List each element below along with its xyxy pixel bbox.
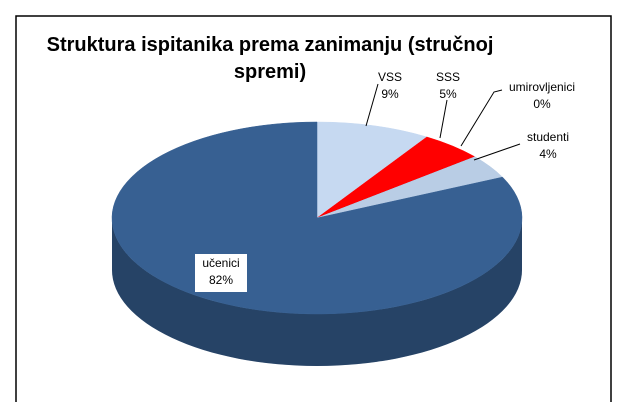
category-label: VSS [378,70,402,84]
slice-side-shade [112,218,522,366]
value-label: 5% [439,87,457,101]
leader-line [439,99,448,139]
category-label: umirovljenici [509,80,575,94]
slice [316,121,428,219]
leader-line [473,143,521,161]
category-label: studenti [527,130,569,144]
pie-tops [111,121,523,315]
category-label: SSS [436,70,460,84]
leader-line [460,89,503,147]
value-label: 0% [533,97,551,111]
leader-line [365,83,379,127]
label-box [195,254,247,292]
value-label: 82% [209,273,233,287]
value-label: 9% [381,87,399,101]
value-label: 4% [539,147,557,161]
pie-sides [112,218,522,366]
slice-side [112,218,522,366]
data-labels: VSS 9% SSS 5% umirovljenici 0% studenti 4% učeni… [195,70,575,292]
category-label: učenici [202,256,239,270]
chart-title: Struktura ispitanika prema zanimanju (st… [46,34,494,83]
